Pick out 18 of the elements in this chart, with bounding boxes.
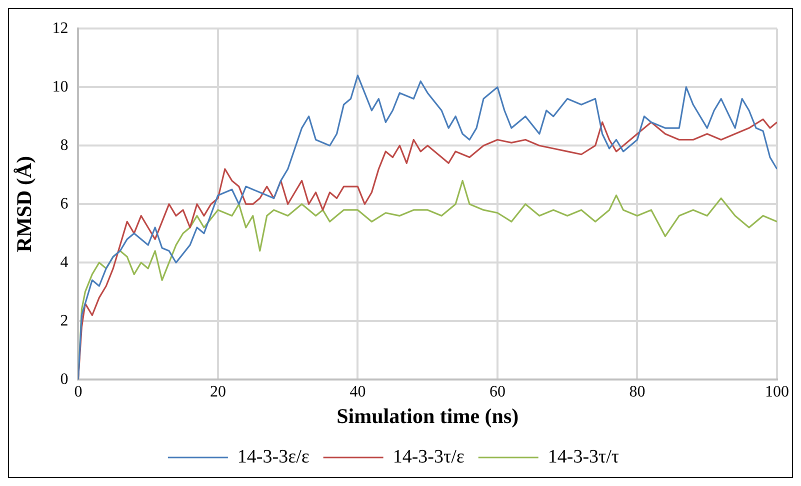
x-tick-label: 40 xyxy=(350,383,366,400)
y-axis-title: RMSD (Å) xyxy=(12,156,36,252)
x-tick-label: 20 xyxy=(210,383,226,400)
legend-label: 14-3-3τ/τ xyxy=(548,446,620,468)
x-tick-label: 80 xyxy=(629,383,646,400)
y-tick-label: 8 xyxy=(60,136,68,154)
x-tick-label: 100 xyxy=(765,383,789,400)
y-tick-label: 2 xyxy=(60,312,68,330)
x-axis-title: Simulation time (ns) xyxy=(336,404,519,428)
y-tick-label: 4 xyxy=(60,254,68,271)
legend-label: 14-3-3τ/ε xyxy=(392,446,464,468)
y-tick-label: 6 xyxy=(60,195,68,212)
legend-label: 14-3-3ε/ε xyxy=(237,446,310,468)
x-tick-label: 0 xyxy=(74,383,82,400)
y-tick-label: 12 xyxy=(52,20,68,37)
x-tick-label: 60 xyxy=(489,383,506,400)
y-tick-label: 10 xyxy=(52,78,68,96)
y-tick-label: 0 xyxy=(60,370,68,388)
